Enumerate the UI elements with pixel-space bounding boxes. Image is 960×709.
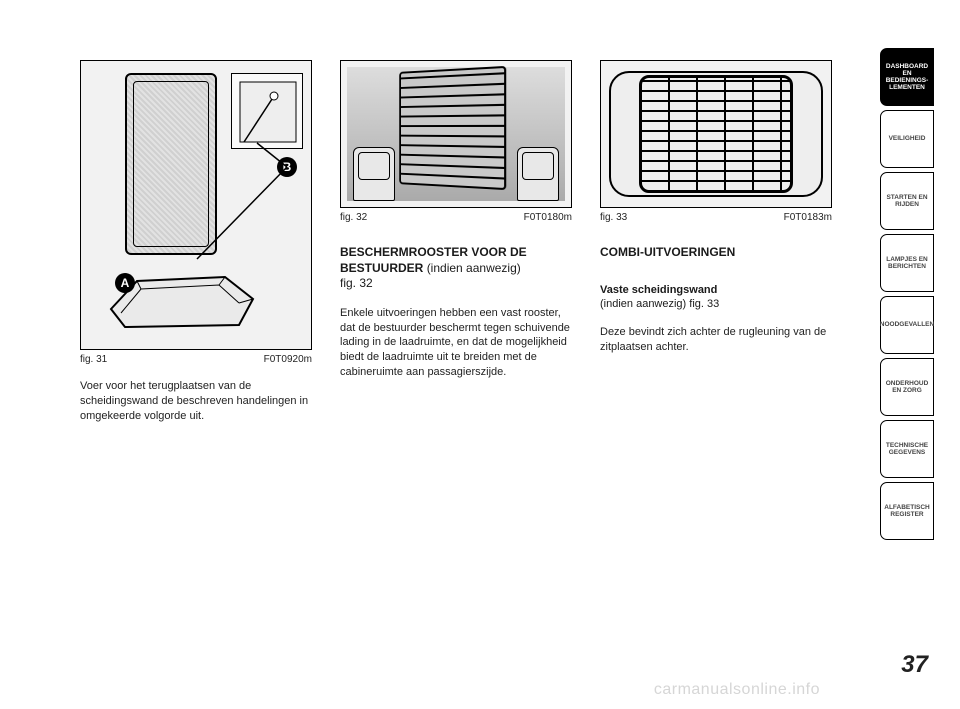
heading-main: COMBI-UITVOERINGEN: [600, 245, 735, 259]
tab-onderhoud[interactable]: ONDERHOUD EN ZORG: [880, 358, 934, 416]
partition-panel-icon: [125, 73, 217, 255]
section-tabs: DASHBOARD EN BEDIENINGS-LEMENTEN VEILIGH…: [880, 48, 934, 540]
tab-technisch[interactable]: TECHNISCHE GEGEVENS: [880, 420, 934, 478]
tab-dashboard[interactable]: DASHBOARD EN BEDIENINGS-LEMENTEN: [880, 48, 934, 106]
content-columns: A B fig. 31 F0T0920m Voer voor: [80, 60, 880, 424]
figure-32: [340, 60, 572, 208]
caption-left: fig. 31: [80, 354, 107, 365]
column-2: fig. 32 F0T0180m BESCHERMROOSTER VOOR DE…: [340, 60, 572, 424]
figure-33: [600, 60, 832, 208]
seat-right-icon: [517, 147, 559, 201]
manual-page: A B fig. 31 F0T0920m Voer voor: [80, 60, 880, 660]
figure-31-caption: fig. 31 F0T0920m: [80, 354, 312, 365]
subhead-paren: (indien aanwezig) fig. 33: [600, 298, 719, 310]
seat-left-icon: [353, 147, 395, 201]
caption-right: F0T0180m: [524, 212, 572, 223]
caption-right: F0T0920m: [264, 354, 312, 365]
tab-lampjes[interactable]: LAMPJES EN BERICHTEN: [880, 234, 934, 292]
col2-text: Enkele uitvoeringen hebben een vast roos…: [340, 306, 572, 380]
figure-32-caption: fig. 32 F0T0180m: [340, 212, 572, 223]
subhead-main: Vaste scheidingswand: [600, 284, 717, 296]
heading-ref: fig. 32: [340, 276, 373, 290]
col3-subhead: Vaste scheidingswand (indien aanwezig) f…: [600, 283, 832, 312]
figure-31: A B: [80, 60, 312, 350]
callout-a: A: [115, 273, 135, 293]
watermark: carmanualsonline.info: [654, 681, 820, 699]
driver-grille-icon: [399, 66, 506, 190]
col2-heading: BESCHERMROOSTER VOOR DE BESTUURDER (indi…: [340, 245, 572, 292]
tab-register[interactable]: ALFABETISCH REGISTER: [880, 482, 934, 540]
tab-nood[interactable]: NOODGEVALLEN: [880, 296, 934, 354]
page-number: 37: [901, 651, 928, 679]
heading-paren: (indien aanwezig): [427, 261, 521, 275]
figure-33-caption: fig. 33 F0T0183m: [600, 212, 832, 223]
col3-text: Deze bevindt zich achter de rugleuning v…: [600, 325, 832, 355]
caption-right: F0T0183m: [784, 212, 832, 223]
caption-left: fig. 33: [600, 212, 627, 223]
figure-31-inset: [231, 73, 303, 149]
caption-left: fig. 32: [340, 212, 367, 223]
col3-heading: COMBI-UITVOERINGEN: [600, 245, 832, 261]
col1-text: Voer voor het terugplaatsen van de schei…: [80, 379, 312, 424]
column-1: A B fig. 31 F0T0920m Voer voor: [80, 60, 312, 424]
inset-detail-icon: [232, 74, 304, 150]
combi-grid-icon: [639, 75, 793, 193]
tab-veiligheid[interactable]: VEILIGHEID: [880, 110, 934, 168]
tab-starten[interactable]: STARTEN EN RIJDEN: [880, 172, 934, 230]
leader-lines-icon: [227, 149, 297, 259]
column-3: fig. 33 F0T0183m COMBI-UITVOERINGEN Vast…: [600, 60, 832, 424]
